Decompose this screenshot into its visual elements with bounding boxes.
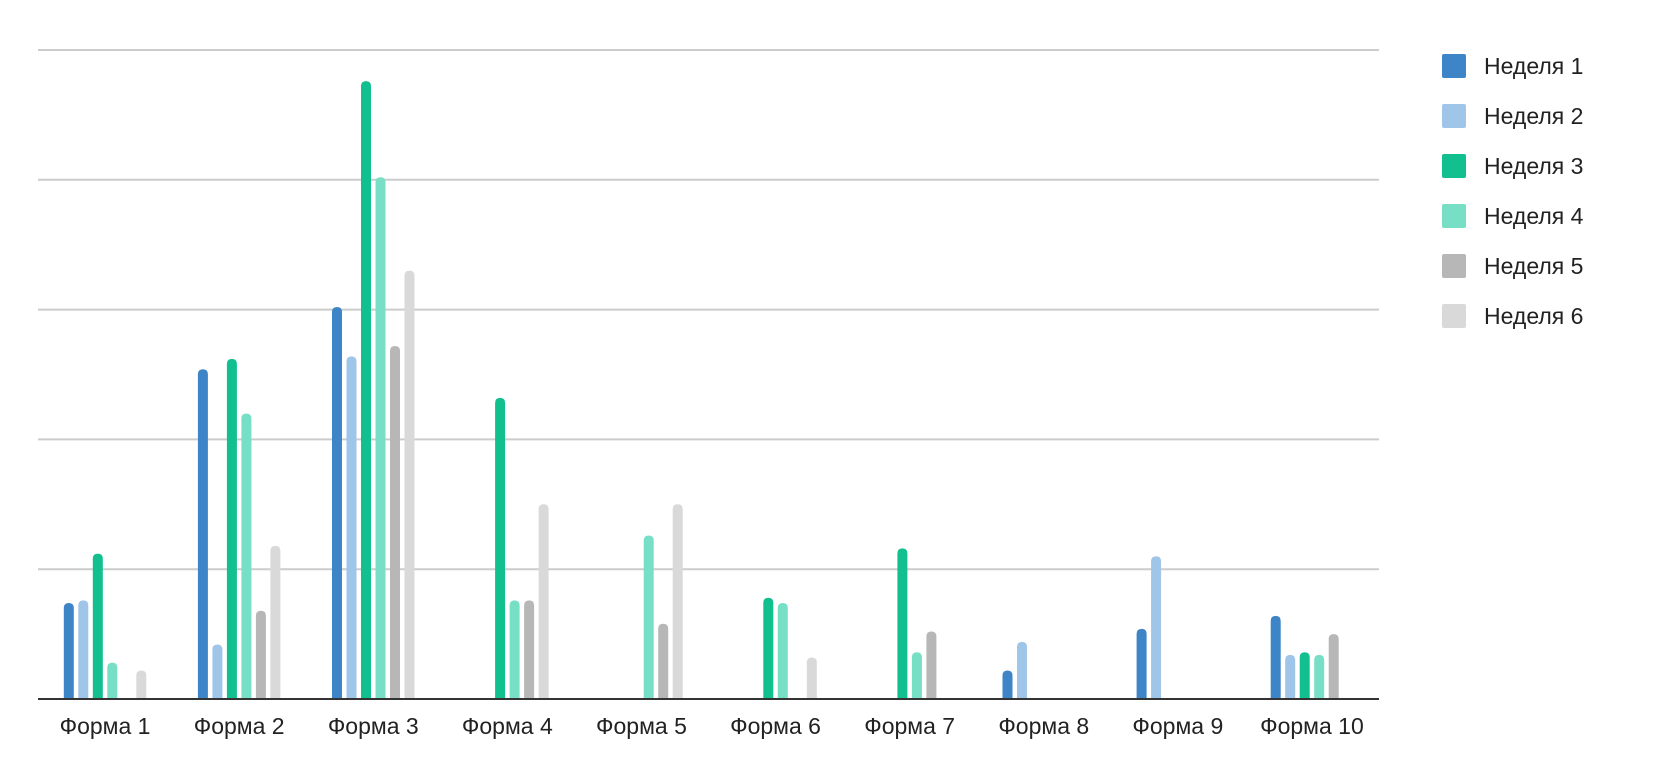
bar — [375, 177, 386, 700]
bar — [404, 270, 415, 699]
x-tick-label: Форма 1 — [60, 713, 151, 739]
bar — [926, 631, 937, 699]
bar — [390, 345, 400, 699]
bar — [1151, 556, 1162, 699]
bar — [509, 600, 520, 699]
bar — [777, 602, 788, 699]
bar — [806, 657, 817, 699]
legend-label: Неделя 1 — [1484, 53, 1583, 79]
bar — [911, 652, 922, 699]
bar — [361, 81, 371, 700]
legend-swatch — [1442, 54, 1466, 78]
gridlines — [38, 49, 1379, 571]
bar — [658, 623, 669, 699]
bar — [92, 553, 103, 699]
x-tick-label: Форма 7 — [864, 713, 955, 739]
bar — [332, 307, 342, 699]
legend: Неделя 1 Неделя 2 Неделя 3 Неделя 4 Неделя 5… — [1442, 53, 1584, 329]
bar — [78, 600, 89, 699]
bar — [136, 670, 147, 699]
bar — [897, 548, 908, 699]
bar — [495, 397, 506, 699]
x-tick-label: Форма 6 — [730, 713, 821, 739]
bar — [241, 413, 252, 699]
legend-swatch — [1442, 104, 1466, 128]
bar — [270, 545, 281, 699]
bar — [1285, 654, 1296, 699]
x-tick-label: Форма 3 — [328, 713, 419, 739]
legend-swatch — [1442, 154, 1466, 178]
legend-swatch — [1442, 204, 1466, 228]
bar — [672, 504, 683, 699]
legend-label: Неделя 4 — [1484, 203, 1584, 229]
bar — [63, 602, 74, 699]
bar — [763, 597, 774, 699]
bar — [1270, 615, 1281, 699]
legend-swatch — [1442, 254, 1466, 278]
bar — [1017, 641, 1027, 699]
bar — [1328, 634, 1339, 699]
bar — [107, 662, 118, 699]
x-tick-label: Форма 5 — [596, 713, 687, 739]
legend-swatch — [1442, 304, 1466, 328]
legend-label: Неделя 3 — [1484, 153, 1583, 179]
x-tick-label: Форма 4 — [462, 713, 553, 739]
legend-label: Неделя 6 — [1484, 303, 1583, 329]
bar — [197, 369, 208, 699]
bar — [643, 535, 654, 699]
bar — [1136, 628, 1147, 699]
bar — [524, 600, 535, 699]
bar — [538, 504, 549, 699]
x-tick-label: Форма 10 — [1260, 713, 1364, 739]
x-tick-labels: Форма 1 Форма 2 Форма 3 Форма 4 Форма 5 Форма… — [60, 713, 1364, 739]
legend-label: Неделя 2 — [1484, 103, 1583, 129]
x-tick-label: Форма 2 — [194, 713, 285, 739]
x-tick-label: Форма 8 — [998, 713, 1089, 739]
x-tick-label: Форма 9 — [1132, 713, 1223, 739]
bar — [346, 356, 357, 699]
bars — [63, 81, 1339, 700]
bar — [212, 644, 223, 699]
bar — [255, 610, 266, 699]
bar — [1314, 654, 1325, 699]
bar — [1002, 670, 1013, 699]
bar — [226, 358, 237, 699]
legend-label: Неделя 5 — [1484, 253, 1583, 279]
bar — [1299, 652, 1310, 699]
